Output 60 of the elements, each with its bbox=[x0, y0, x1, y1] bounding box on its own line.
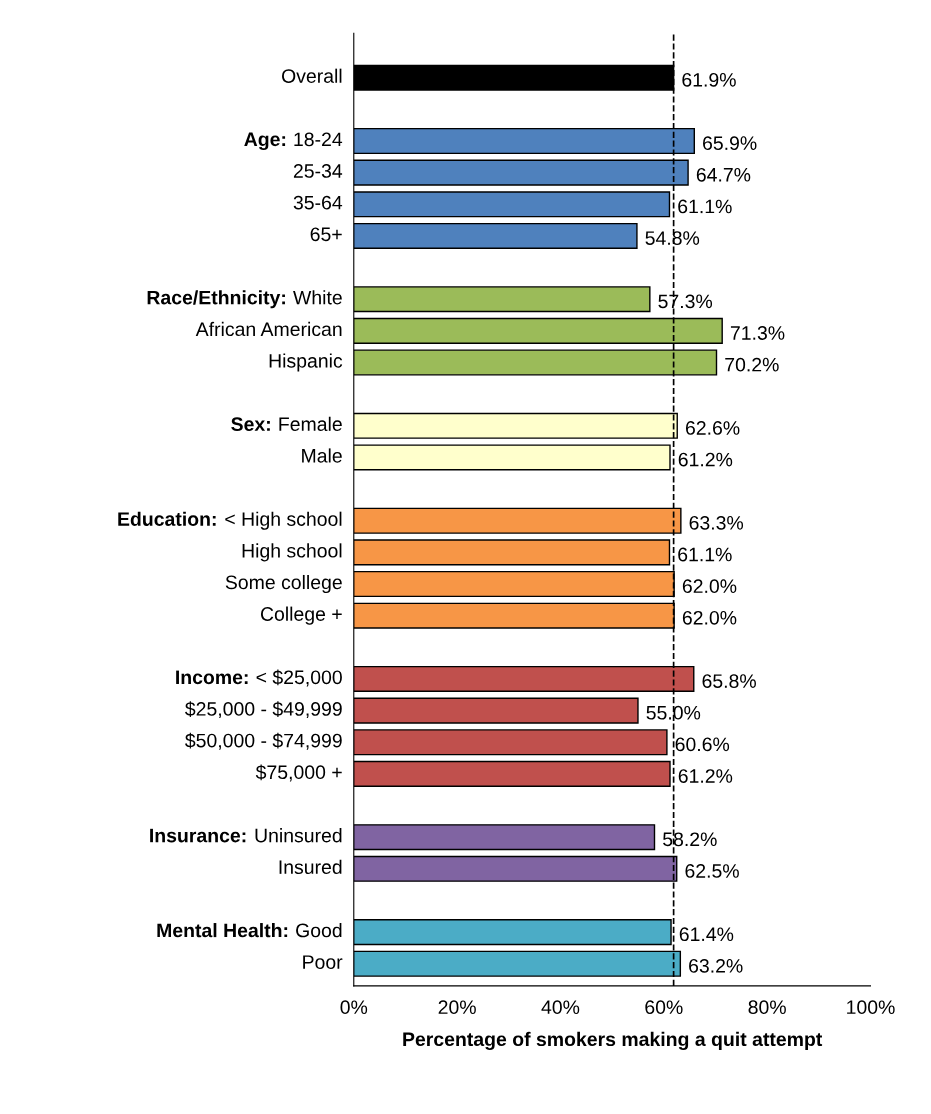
x-tick-label: 40% bbox=[541, 1000, 580, 1015]
x-tick-label: 60% bbox=[645, 1000, 683, 1015]
data-label: 65.8% bbox=[702, 674, 756, 688]
data-label: 62.0% bbox=[682, 610, 737, 625]
y-tick-label: Male bbox=[302, 448, 342, 463]
data-label: 62.0% bbox=[682, 579, 737, 594]
bar bbox=[353, 222, 638, 249]
y-tick-label: Insurance: Uninsured bbox=[150, 828, 342, 843]
data-label: 62.5% bbox=[685, 864, 739, 878]
bar bbox=[353, 697, 639, 724]
data-label: 71.3% bbox=[730, 326, 785, 340]
data-label: 61.2% bbox=[678, 452, 733, 467]
bar bbox=[353, 824, 656, 851]
y-tick-label: $50,000 - $74,999 bbox=[185, 732, 342, 750]
data-label: 62.6% bbox=[685, 421, 740, 435]
data-label: 63.2% bbox=[689, 958, 743, 973]
data-label: 61.2% bbox=[678, 769, 733, 783]
data-label: 54.8% bbox=[645, 231, 700, 245]
y-tick-label: Insured bbox=[279, 859, 342, 875]
bar bbox=[353, 729, 668, 756]
data-label: 64.7% bbox=[696, 167, 751, 182]
y-tick-label: High school bbox=[242, 543, 342, 562]
bar bbox=[353, 191, 671, 218]
y-tick-label: Mental Health: Good bbox=[157, 923, 342, 938]
y-tick-label: $75,000 + bbox=[255, 764, 342, 782]
y-tick-label: Poor bbox=[303, 955, 343, 969]
data-label: 60.6% bbox=[675, 737, 730, 752]
y-tick-label: 35-64 bbox=[293, 195, 343, 210]
y-tick-label: African American bbox=[195, 321, 342, 337]
data-label: 57.3% bbox=[658, 294, 713, 309]
y-tick-label: Race/Ethnicity: White bbox=[147, 290, 342, 309]
data-label: 61.1% bbox=[678, 199, 732, 214]
x-axis-title: Percentage of smokers making a quit attempt bbox=[403, 1031, 823, 1050]
y-tick-label: Some college bbox=[225, 574, 342, 594]
x-tick-label: 80% bbox=[748, 1000, 786, 1015]
y-tick-label: College + bbox=[260, 606, 342, 625]
x-tick-label: 0% bbox=[340, 1000, 368, 1015]
data-label: 61.4% bbox=[679, 927, 734, 942]
x-tick-label: 100% bbox=[847, 1000, 895, 1015]
data-label: 61.1% bbox=[678, 547, 732, 562]
bar bbox=[353, 760, 671, 787]
y-tick-label: Income: < $25,000 bbox=[176, 669, 342, 687]
y-tick-label: $25,000 - $49,999 bbox=[185, 701, 342, 719]
bar bbox=[353, 539, 671, 566]
y-tick-label: 65+ bbox=[310, 227, 342, 242]
bar bbox=[353, 286, 651, 313]
x-tick-label: 20% bbox=[438, 1000, 476, 1015]
y-tick-label: Overall bbox=[282, 68, 342, 83]
data-label: 70.2% bbox=[725, 357, 779, 372]
bar bbox=[353, 444, 671, 471]
data-label: 61.9% bbox=[682, 72, 736, 87]
y-tick-label: 25-34 bbox=[293, 164, 343, 178]
y-tick-label: Sex: Female bbox=[231, 416, 342, 432]
data-label: 58.2% bbox=[663, 832, 717, 847]
data-label: 63.3% bbox=[689, 515, 744, 530]
y-tick-label: Hispanic bbox=[269, 353, 343, 372]
data-label: 55.0% bbox=[646, 705, 701, 720]
y-tick-label: Age: 18-24 bbox=[244, 132, 343, 151]
data-label: 65.9% bbox=[703, 136, 757, 151]
y-tick-label: Education: < High school bbox=[118, 511, 342, 530]
